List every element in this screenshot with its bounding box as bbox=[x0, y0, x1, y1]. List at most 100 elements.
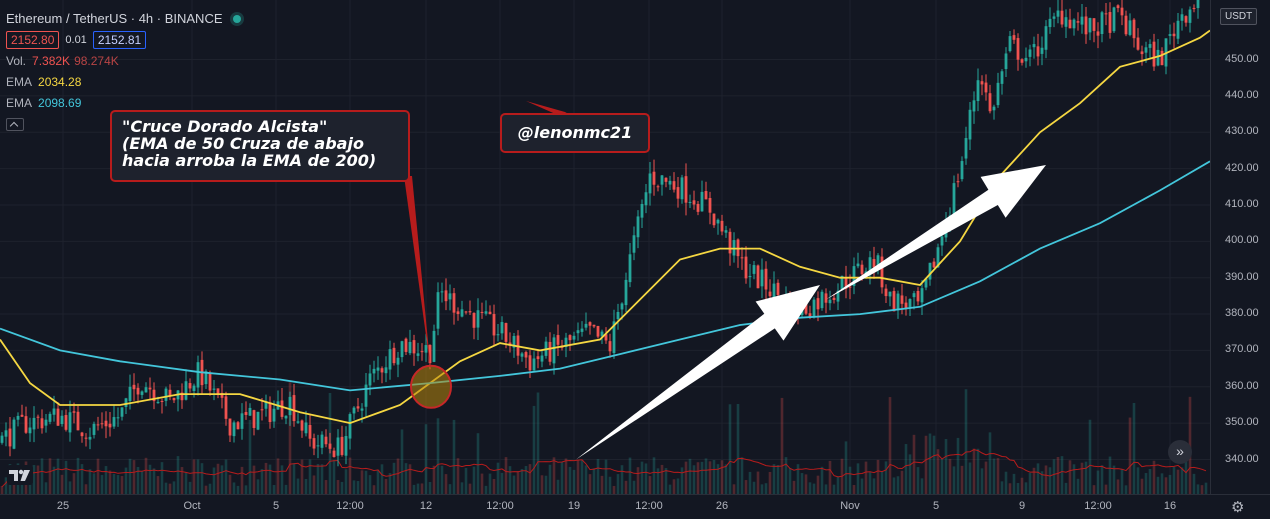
volume-bar bbox=[176, 456, 180, 494]
volume-bar bbox=[296, 478, 300, 494]
volume-bar bbox=[1012, 473, 1016, 494]
symbol-title[interactable]: Ethereum / TetherUS · 4h · BINANCE bbox=[6, 11, 223, 26]
volume-bar bbox=[772, 464, 776, 494]
candle-body bbox=[904, 302, 908, 309]
callout-line-2: (EMA de 50 Cruza de abajo bbox=[122, 134, 364, 153]
candle-body bbox=[932, 261, 936, 268]
candle-body bbox=[1064, 17, 1068, 27]
volume-bar bbox=[232, 482, 236, 494]
volume-bar bbox=[140, 470, 144, 494]
candle-body bbox=[512, 335, 516, 348]
volume-bar bbox=[220, 465, 224, 494]
candle-body bbox=[1084, 16, 1088, 35]
volume-bar bbox=[224, 459, 228, 494]
chart-plot-area[interactable] bbox=[0, 0, 1210, 494]
tradingview-logo-icon[interactable] bbox=[7, 465, 33, 485]
volume-bar bbox=[356, 481, 360, 494]
volume-bar bbox=[512, 475, 516, 494]
volume-bar bbox=[68, 481, 72, 494]
volume-avg-value: 98.274K bbox=[74, 53, 119, 68]
volume-bar bbox=[540, 475, 544, 494]
candle-body bbox=[88, 436, 92, 440]
candle-body bbox=[1124, 15, 1128, 35]
candle-body bbox=[504, 323, 508, 342]
time-tick-label: 12 bbox=[419, 500, 433, 512]
candle-body bbox=[1016, 38, 1020, 60]
candle-body bbox=[720, 220, 724, 232]
candle-body bbox=[160, 400, 164, 402]
volume-bar bbox=[656, 468, 660, 494]
author-callout[interactable]: @lenonmc21 bbox=[500, 113, 650, 153]
collapse-legend-icon[interactable] bbox=[6, 118, 24, 131]
volume-legend[interactable]: Vol. 7.382K 98.274K bbox=[6, 50, 241, 71]
spread-value: 0.01 bbox=[65, 33, 87, 46]
volume-bar bbox=[812, 483, 816, 494]
price-axis[interactable]: 340.00 350.00 360.00 370.00 380.00 390.00 400.… bbox=[1210, 0, 1270, 494]
callout-line-1: "Cruce Dorado Alcista" bbox=[122, 117, 328, 136]
candle-body bbox=[180, 392, 184, 401]
candle-body bbox=[928, 262, 932, 280]
candle-body bbox=[320, 434, 324, 448]
candle-body bbox=[1132, 19, 1136, 39]
candle-body bbox=[820, 291, 824, 309]
volume-bar bbox=[228, 474, 232, 494]
volume-bar bbox=[1036, 463, 1040, 494]
candle-body bbox=[392, 347, 396, 364]
volume-bar bbox=[996, 458, 1000, 494]
candle-body bbox=[440, 291, 444, 293]
golden-cross-callout[interactable]: "Cruce Dorado Alcista" (EMA de 50 Cruza … bbox=[110, 110, 410, 182]
volume-bar bbox=[960, 465, 964, 494]
volume-bar bbox=[460, 482, 464, 494]
candle-body bbox=[188, 383, 192, 389]
ema200-legend[interactable]: EMA 2098.69 bbox=[6, 92, 241, 113]
volume-bar bbox=[132, 460, 136, 494]
volume-bar bbox=[212, 467, 216, 494]
candle-body bbox=[388, 349, 392, 370]
volume-bar bbox=[644, 463, 648, 494]
buy-price-button[interactable]: 2152.81 bbox=[92, 30, 147, 49]
volume-bar bbox=[1100, 465, 1104, 494]
volume-bar bbox=[136, 466, 140, 494]
candle-body bbox=[328, 443, 332, 449]
time-axis[interactable]: 25 Oct 5 12:00 12 12:00 19 12:00 26 Nov 5 9 12:00 16 bbox=[0, 494, 1270, 519]
candle-body bbox=[1140, 51, 1144, 55]
candle-body bbox=[684, 176, 688, 203]
volume-bar bbox=[868, 472, 872, 494]
candle-body bbox=[340, 436, 344, 455]
volume-bar bbox=[300, 459, 304, 494]
candle-body bbox=[744, 256, 748, 279]
volume-bar bbox=[12, 476, 16, 494]
candle-body bbox=[740, 257, 744, 259]
candle-body bbox=[120, 407, 124, 417]
volume-bar bbox=[1124, 485, 1128, 494]
gear-icon[interactable]: ⚙ bbox=[1231, 499, 1245, 516]
candle-body bbox=[256, 411, 260, 430]
sell-price-button[interactable]: 2152.80 bbox=[6, 30, 60, 49]
candle-body bbox=[548, 341, 552, 362]
candle-body bbox=[496, 334, 500, 336]
candle-body bbox=[280, 400, 284, 417]
volume-bar bbox=[828, 460, 832, 494]
candlestick-chart[interactable] bbox=[0, 0, 1210, 494]
scroll-to-realtime-button[interactable]: » bbox=[1168, 440, 1192, 464]
price-tick-label: 430.00 bbox=[1225, 125, 1259, 138]
candle-body bbox=[836, 290, 840, 302]
candle-body bbox=[104, 420, 108, 427]
volume-bar bbox=[524, 466, 528, 494]
candle-body bbox=[824, 293, 828, 303]
candle-body bbox=[892, 291, 896, 312]
ema50-legend[interactable]: EMA 2034.28 bbox=[6, 71, 241, 92]
candle-body bbox=[1176, 20, 1180, 39]
volume-bar bbox=[100, 475, 104, 494]
time-tick-label: Nov bbox=[840, 500, 860, 512]
candle-body bbox=[916, 290, 920, 302]
volume-bar bbox=[600, 475, 604, 494]
volume-bar bbox=[804, 474, 808, 494]
candle-body bbox=[68, 412, 72, 433]
candle-body bbox=[956, 181, 960, 183]
volume-bar bbox=[800, 473, 804, 494]
currency-label[interactable]: USDT bbox=[1220, 8, 1258, 25]
volume-bar bbox=[876, 459, 880, 494]
volume-bar bbox=[244, 485, 248, 494]
candle-body bbox=[588, 322, 592, 326]
